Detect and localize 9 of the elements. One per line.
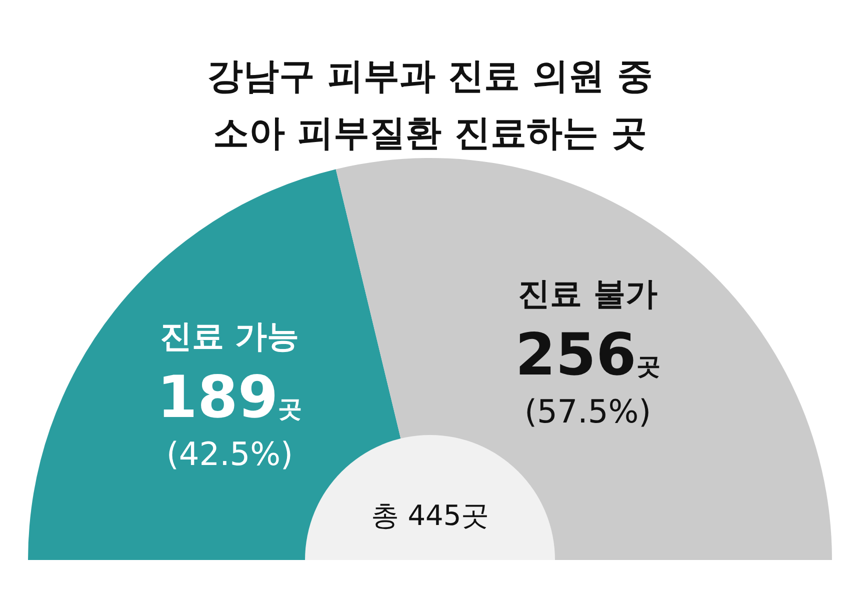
- text: (57.5%): [524, 392, 652, 431]
- data-label: 189곳: [157, 363, 302, 432]
- chart-subtitle: 소아 피부질환 진료하는 곳: [213, 113, 647, 154]
- slice-label: 진료 가능: [160, 317, 300, 356]
- chart-title: 강남구 피부과 진료 의원 중: [206, 56, 654, 97]
- data-label: 256곳: [515, 320, 660, 389]
- text: (42.5%): [166, 435, 293, 474]
- text: 총 445곳: [370, 499, 490, 532]
- slice-label: 진료 불가: [518, 274, 658, 313]
